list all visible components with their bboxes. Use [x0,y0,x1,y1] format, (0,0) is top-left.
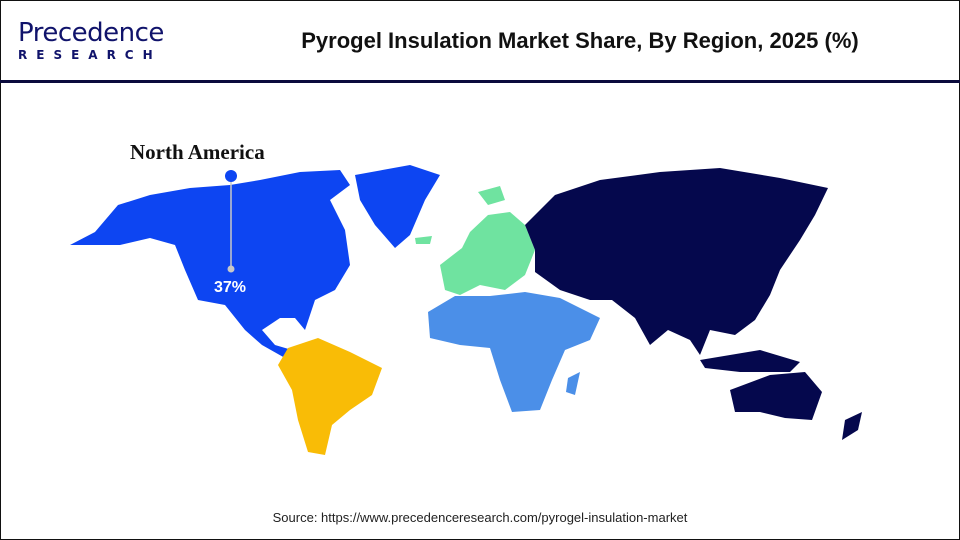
header: Precedence RESEARCH Pyrogel Insulation M… [0,0,960,83]
region-asia-pacific [525,168,862,440]
region-north-america [70,165,440,358]
callout-marker-dot [225,170,237,182]
callout-value-label: 37% [214,279,247,296]
source-text: Source: https://www.precedenceresearch.c… [272,510,688,525]
region-europe [415,186,535,295]
callout-region-label: North America [130,140,265,164]
region-south-america [278,338,382,455]
logo: Precedence RESEARCH [18,20,164,62]
page-title: Pyrogel Insulation Market Share, By Regi… [301,28,859,53]
logo-sub: RESEARCH [18,48,162,62]
world-map [70,165,862,455]
callout-end-dot [227,265,235,273]
logo-brand: Precedence [18,18,164,48]
region-middle-east-africa [428,292,600,412]
